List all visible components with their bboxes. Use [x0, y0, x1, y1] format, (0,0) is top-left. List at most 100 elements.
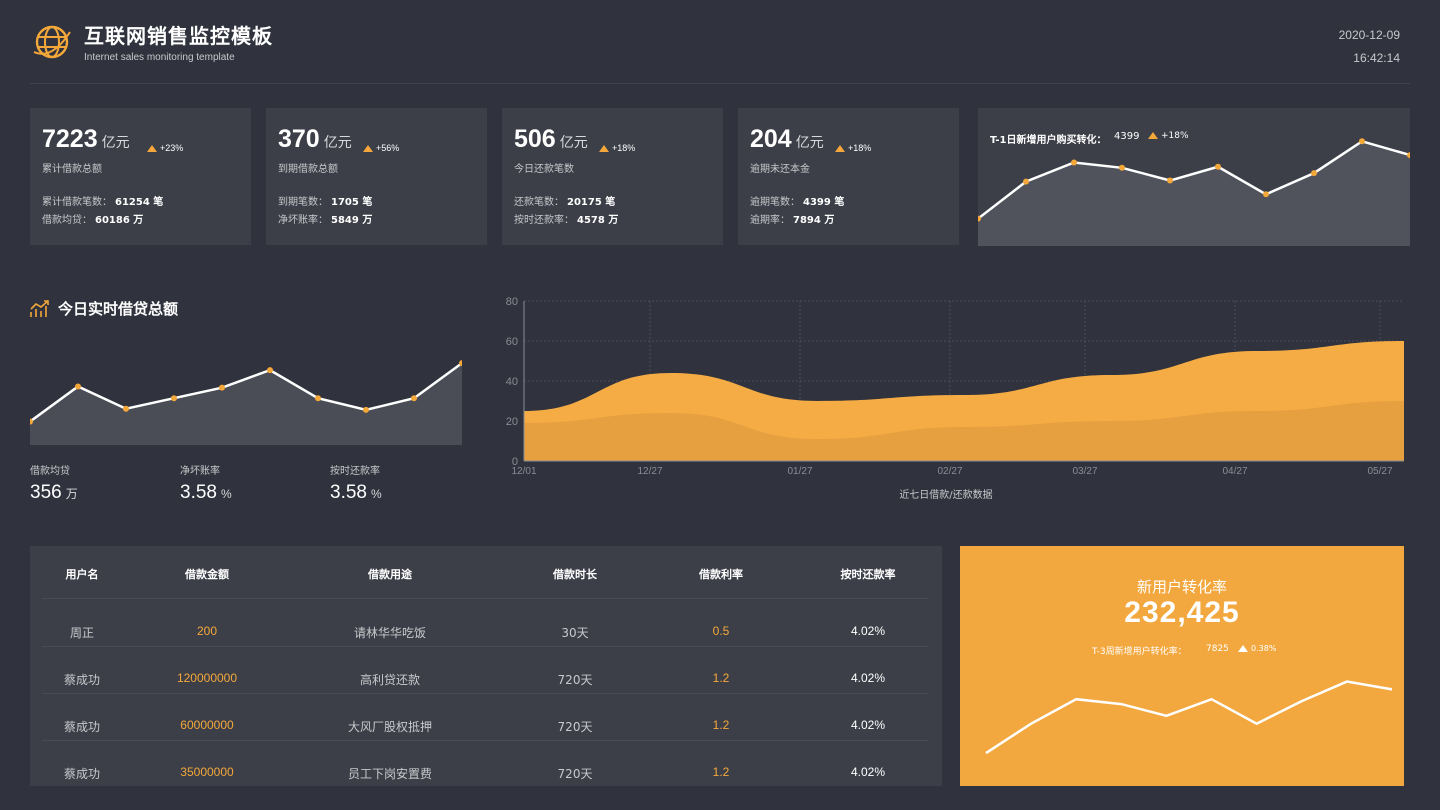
table-cell: 0.5 [712, 624, 730, 638]
series-line [978, 139, 1410, 220]
kpi-row: 到期笔数： 1705 笔 [278, 193, 372, 208]
conversion-sub-label: T-3周新增用户转化率： [1092, 647, 1187, 657]
kpi-row-key: 按时还款率： [514, 215, 574, 226]
kpi-change-text: +23% [160, 143, 184, 153]
stat-value: 356 [30, 482, 62, 503]
table-cell: 蔡成功 [63, 767, 100, 781]
conversion-change: 0.38% [1238, 644, 1276, 653]
conversion-value: 232,425 [1124, 596, 1240, 629]
data-point [75, 383, 81, 390]
kpi-card-overdue[interactable]: 204 亿元 +18% 逾期未还本金 逾期笔数： 4399 笔 逾期率： 7894 万 [738, 108, 959, 245]
kpi-row-value: 1705 笔 [331, 197, 373, 208]
table-cell: 大风厂股权抵押 [347, 720, 432, 734]
kpi-row: 还款笔数： 20175 笔 [514, 193, 615, 208]
data-point [363, 406, 369, 413]
conversion-card[interactable]: 新用户转化率 232,425 T-3周新增用户转化率： 7825 0.38% [960, 546, 1404, 786]
up-triangle-icon [1148, 132, 1158, 139]
table-cell: 蔡成功 [63, 720, 100, 734]
stat-unit: % [220, 487, 232, 501]
kpi-value: 7223 [42, 125, 98, 153]
data-point [1359, 138, 1365, 145]
area-fill [30, 363, 462, 445]
data-point [1119, 164, 1125, 171]
kpi-change-text: +18% [848, 143, 872, 153]
column-header[interactable]: 借款利率 [699, 568, 743, 581]
table-cell: 720天 [557, 720, 593, 734]
x-tick-label: 04/27 [1222, 466, 1247, 477]
table-cell: 4.02% [850, 718, 886, 732]
data-point [30, 418, 33, 425]
kpi-row: 累计借款笔数： 61254 笔 [42, 193, 163, 208]
table-cell: 120000000 [176, 671, 238, 685]
x-tick-label: 12/27 [637, 466, 662, 477]
kpi5-line-chart [978, 138, 1410, 246]
kpi-value: 370 [278, 125, 320, 153]
kpi-change: +18% [835, 143, 871, 153]
kpi-row: 净坏账率： 5849 万 [278, 211, 372, 226]
x-axis-label: 近七日借款/还款数据 [899, 488, 992, 501]
kpi-row-value: 5849 万 [331, 215, 373, 226]
table-cell: 请林华华吃饭 [353, 626, 426, 640]
table-cell: 4.02% [850, 624, 886, 638]
kpi-label: 今日还款笔数 [514, 164, 574, 175]
table-cell: 蔡成功 [63, 673, 100, 687]
series-line [30, 362, 462, 423]
stat-ontime-rate: 按时还款率 3.58% [330, 462, 382, 504]
table-cell: 员工下岗安置费 [347, 767, 432, 781]
data-point [1407, 152, 1410, 159]
kpi-label: 累计借款总额 [42, 164, 102, 175]
stat-bad-debt-rate: 净坏账率 3.58% [180, 462, 232, 504]
kpi-row: 按时还款率： 4578 万 [514, 211, 618, 226]
kpi-row-key: 到期笔数： [278, 197, 328, 208]
page-subtitle: Internet sales monitoring template [84, 52, 235, 63]
kpi-label: 逾期未还本金 [750, 164, 810, 175]
data-point [1311, 170, 1317, 177]
y-tick-label: 20 [506, 416, 518, 428]
column-header[interactable]: 按时还款率 [840, 568, 896, 581]
column-header[interactable]: 借款金额 [185, 568, 229, 581]
y-tick-label: 60 [506, 336, 518, 348]
kpi-card-total-loans[interactable]: 7223 亿元 +23% 累计借款总额 累计借款笔数： 61254 笔 借款均贷： 6… [30, 108, 251, 245]
kpi-label: 到期借款总额 [278, 164, 338, 175]
stat-value: 3.58 [330, 482, 367, 503]
table-cell: 35000000 [180, 765, 234, 779]
divider [42, 693, 928, 694]
column-header[interactable]: 借款用途 [368, 568, 412, 581]
data-point [171, 395, 177, 402]
x-tick-label: 01/27 [787, 466, 812, 477]
area-series-2 [524, 401, 1404, 461]
kpi-card-conversion-trend[interactable]: T-1日新增用户购买转化： 4399 +18% [978, 108, 1410, 246]
up-triangle-icon [835, 145, 845, 152]
up-triangle-icon [363, 145, 373, 152]
stat-unit: 万 [65, 487, 78, 501]
header: 互联网销售监控模板 Internet sales monitoring temp… [30, 0, 1410, 84]
column-header[interactable]: 用户名 [65, 568, 99, 581]
kpi-change: +56% [363, 143, 399, 153]
kpi-unit: 亿元 [101, 134, 130, 150]
stat-avg-loan: 借款均贷 356 万 [30, 462, 78, 504]
date-text: 2020-12-09 [1338, 28, 1400, 42]
divider [42, 598, 928, 599]
data-point [1071, 159, 1077, 166]
up-triangle-icon [1238, 645, 1248, 652]
area-fill [978, 141, 1410, 246]
kpi-change-text: +18% [1161, 131, 1189, 141]
loan-table: 用户名 借款金额 借款用途 借款时长 借款利率 按时还款率 周正 200 请林华… [30, 546, 942, 786]
kpi-change-text: +18% [612, 143, 636, 153]
kpi-card-repayments[interactable]: 506 亿元 +18% 今日还款笔数 还款笔数： 20175 笔 按时还款率： 457… [502, 108, 723, 245]
trend-chart-icon [30, 300, 49, 317]
kpi-row-value: 60186 万 [95, 215, 144, 226]
kpi-card-due-loans[interactable]: 370 亿元 +56% 到期借款总额 到期笔数： 1705 笔 净坏账率： 5849 … [266, 108, 487, 245]
data-point [219, 384, 225, 391]
kpi-row: 逾期率： 7894 万 [750, 211, 834, 226]
kpi-value: 506 [514, 125, 556, 153]
column-header[interactable]: 借款时长 [553, 568, 597, 581]
kpi-row: 逾期笔数： 4399 笔 [750, 193, 844, 208]
table-cell: 4.02% [850, 765, 886, 779]
kpi-row-key: 借款均贷： [42, 215, 92, 226]
kpi-row-value: 4578 万 [577, 215, 619, 226]
kpi-value: 4399 [1114, 131, 1140, 142]
kpi-row-key: 还款笔数： [514, 197, 564, 208]
kpi-unit: 亿元 [795, 134, 824, 150]
page-title: 互联网销售监控模板 [84, 24, 273, 48]
